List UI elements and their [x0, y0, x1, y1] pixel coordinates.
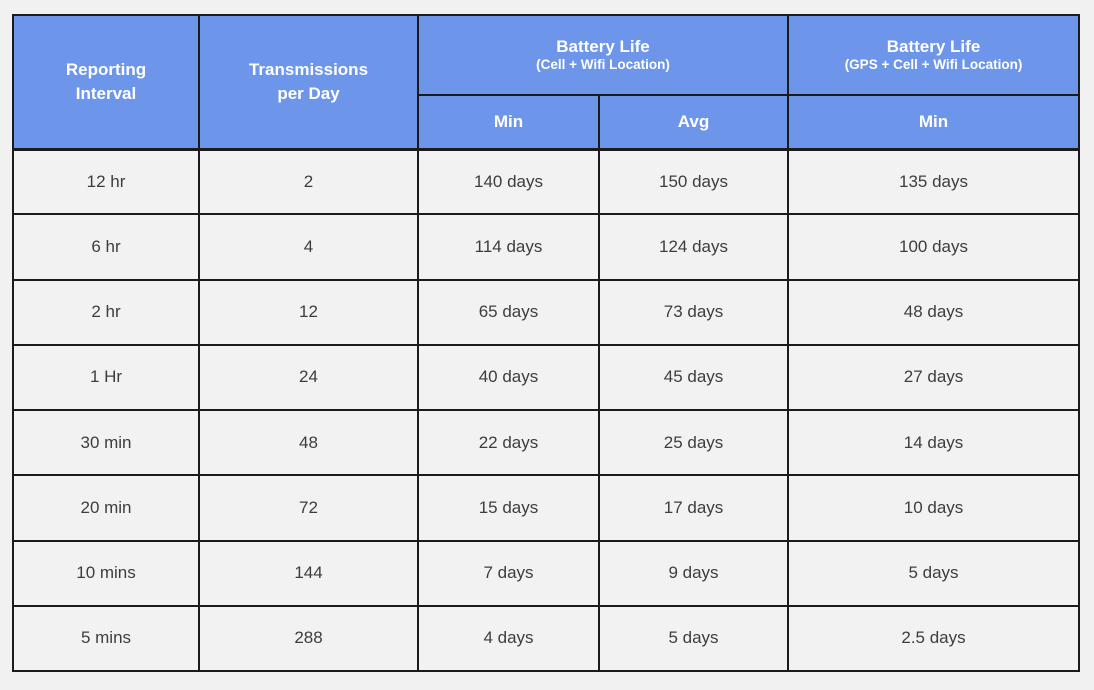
table-cell: 4 — [198, 213, 419, 281]
table-cell: 2 hr — [12, 278, 200, 346]
table-cell: 14 days — [787, 408, 1081, 477]
table-cell: 4 days — [417, 604, 600, 673]
group-title: Battery Life — [886, 36, 981, 56]
table-cell: 48 days — [787, 278, 1081, 346]
table-cell: 12 hr — [12, 147, 200, 216]
table-cell: 135 days — [787, 147, 1081, 216]
sub-header-cell-wifi-min: Min — [417, 94, 600, 151]
table-cell: 17 days — [597, 474, 790, 542]
table-cell: 2.5 days — [787, 604, 1081, 673]
table-cell: 124 days — [597, 213, 790, 281]
group-header-battery-gps-cell-wifi: Battery Life (GPS + Cell + Wifi Location… — [787, 14, 1081, 96]
table-cell: 73 days — [597, 278, 790, 346]
table-cell: 2 — [198, 147, 419, 216]
table-cell: 6 hr — [12, 213, 200, 281]
table-cell: 20 min — [12, 474, 200, 542]
table-cell: 5 days — [787, 539, 1081, 607]
table-row: 12 hr 2 140 days 150 days 135 days — [12, 147, 1081, 216]
table-cell: 45 days — [597, 343, 790, 412]
table-cell: 10 days — [787, 474, 1081, 542]
table-row: 20 min 72 15 days 17 days 10 days — [12, 474, 1081, 542]
table-cell: 24 — [198, 343, 419, 412]
sub-header-cell-wifi-avg: Avg — [597, 94, 790, 151]
table-cell: 140 days — [417, 147, 600, 216]
table-cell: 10 mins — [12, 539, 200, 607]
battery-life-table: Reporting Interval Transmissions per Day… — [12, 14, 1081, 673]
table-body: 12 hr 2 140 days 150 days 135 days 6 hr … — [12, 147, 1081, 673]
table-cell: 15 days — [417, 474, 600, 542]
table-cell: 65 days — [417, 278, 600, 346]
table-row: 10 mins 144 7 days 9 days 5 days — [12, 539, 1081, 607]
table-cell: 5 mins — [12, 604, 200, 673]
table-cell: 5 days — [597, 604, 790, 673]
sub-header-gps-cell-wifi-min: Min — [787, 94, 1081, 151]
table-header: Reporting Interval Transmissions per Day… — [12, 14, 1081, 151]
table-cell: 7 days — [417, 539, 600, 607]
table-cell: 40 days — [417, 343, 600, 412]
col-header-reporting-interval: Reporting Interval — [12, 14, 200, 151]
group-subtitle: (GPS + Cell + Wifi Location) — [844, 57, 1023, 73]
table-cell: 1 Hr — [12, 343, 200, 412]
table-cell: 72 — [198, 474, 419, 542]
table-cell: 288 — [198, 604, 419, 673]
table-cell: 27 days — [787, 343, 1081, 412]
group-title: Battery Life — [556, 36, 650, 56]
table-cell: 9 days — [597, 539, 790, 607]
table-cell: 144 — [198, 539, 419, 607]
group-subtitle: (Cell + Wifi Location) — [536, 57, 670, 73]
table-row: 30 min 48 22 days 25 days 14 days — [12, 408, 1081, 477]
table-row: 2 hr 12 65 days 73 days 48 days — [12, 278, 1081, 346]
col-header-transmissions-per-day: Transmissions per Day — [198, 14, 419, 151]
table-cell: 12 — [198, 278, 419, 346]
table-row: 1 Hr 24 40 days 45 days 27 days — [12, 343, 1081, 412]
table-cell: 48 — [198, 408, 419, 477]
table-cell: 100 days — [787, 213, 1081, 281]
group-header-battery-cell-wifi: Battery Life (Cell + Wifi Location) — [416, 14, 790, 96]
table-cell: 30 min — [12, 408, 200, 477]
table-cell: 22 days — [417, 408, 600, 477]
table-cell: 25 days — [597, 408, 790, 477]
table-row: 5 mins 288 4 days 5 days 2.5 days — [12, 604, 1081, 673]
table-cell: 150 days — [597, 147, 790, 216]
table-row: 6 hr 4 114 days 124 days 100 days — [12, 213, 1081, 281]
table-cell: 114 days — [417, 213, 600, 281]
